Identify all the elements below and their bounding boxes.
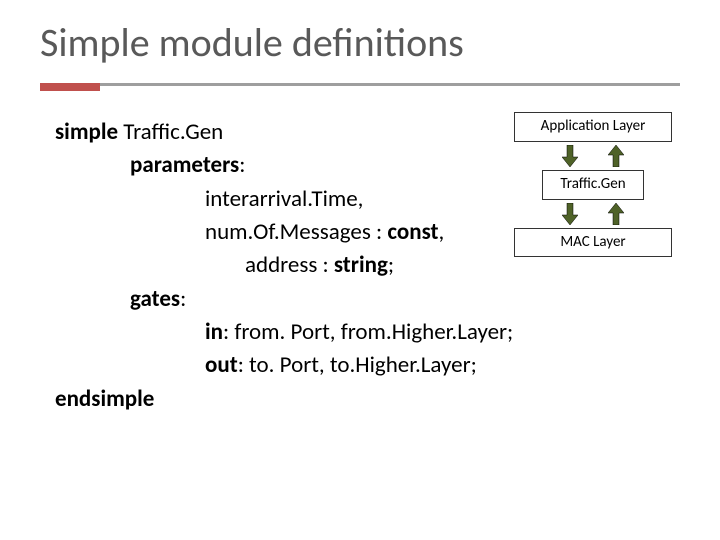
title-underline xyxy=(40,83,680,86)
title-area: Simple module definitions xyxy=(0,0,720,77)
keyword-string: string xyxy=(334,251,388,279)
arrow-down-icon xyxy=(562,203,578,225)
keyword-const: const xyxy=(387,218,438,246)
arrow-up-icon xyxy=(608,203,624,225)
slide-title: Simple module definitions xyxy=(40,18,680,67)
layer-diagram: Application Layer Traffic.Gen MAC Layer xyxy=(514,112,672,257)
keyword-endsimple: endsimple xyxy=(55,385,154,413)
diagram-box-bot: MAC Layer xyxy=(514,228,672,258)
arrow-row-2 xyxy=(514,200,672,228)
param-text: num.Of.Messages : xyxy=(205,218,387,246)
code-line-9: endsimple xyxy=(55,383,680,416)
arrow-row-1 xyxy=(514,142,672,170)
diagram-box-top: Application Layer xyxy=(514,112,672,142)
content-area: Application Layer Traffic.Gen MAC Layer … xyxy=(0,94,720,416)
module-name: Traffic.Gen xyxy=(118,118,223,146)
colon: : xyxy=(180,285,186,313)
keyword-parameters: parameters xyxy=(130,151,239,179)
keyword-simple: simple xyxy=(55,118,118,146)
code-line-7: in: from. Port, from.Higher.Layer; xyxy=(55,316,680,349)
arrow-down-icon xyxy=(562,145,578,167)
gate-text: : from. Port, from.Higher.Layer; xyxy=(223,318,513,346)
param-text: address : xyxy=(245,251,334,279)
colon: : xyxy=(239,151,245,179)
keyword-gates: gates xyxy=(130,285,180,313)
keyword-out: out xyxy=(205,351,238,379)
code-line-8: out: to. Port, to.Higher.Layer; xyxy=(55,349,680,382)
code-line-6: gates: xyxy=(55,283,680,316)
arrow-up-icon xyxy=(608,145,624,167)
diagram-box-mid: Traffic.Gen xyxy=(542,170,644,200)
title-accent-bar xyxy=(40,83,100,91)
comma: , xyxy=(439,218,445,246)
gate-text: : to. Port, to.Higher.Layer; xyxy=(238,351,477,379)
keyword-in: in xyxy=(205,318,223,346)
semicolon: ; xyxy=(388,251,394,279)
